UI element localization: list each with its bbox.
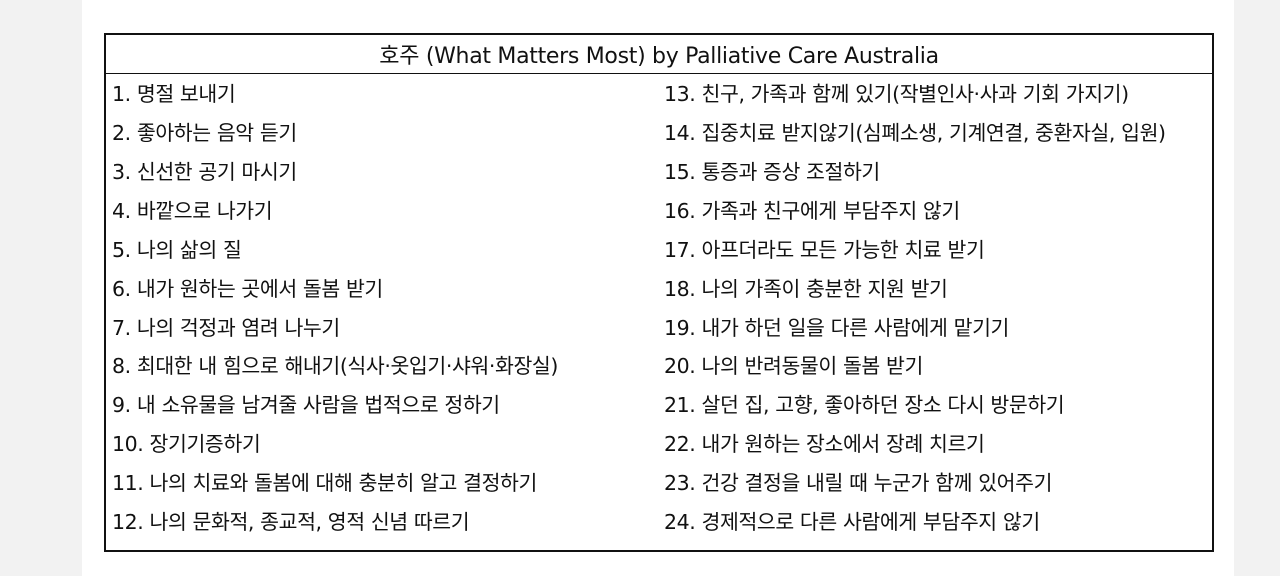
table-title: 호주 (What Matters Most) by Palliative Car… [106,35,1212,74]
list-item: 12. 나의 문화적, 종교적, 영적 신념 따르기 [112,510,470,535]
list-item: 14. 집중치료 받지않기(심폐소생, 기계연결, 중환자실, 입원) [664,120,1166,145]
list-item: 6. 내가 원하는 곳에서 돌봄 받기 [112,276,383,301]
list-item: 3. 신선한 공기 마시기 [112,159,297,184]
list-item: 9. 내 소유물을 남겨줄 사람을 법적으로 정하기 [112,393,500,418]
list-item: 8. 최대한 내 힘으로 해내기(식사·옷입기·샤워·화장실) [112,354,558,379]
list-item: 21. 살던 집, 고향, 좋아하던 장소 다시 방문하기 [664,393,1065,418]
list-item: 1. 명절 보내기 [112,82,236,106]
list-item: 10. 장기기증하기 [112,432,261,457]
list-item: 13. 친구, 가족과 함께 있기(작별인사·사과 기회 가지기) [664,82,1129,106]
list-item: 22. 내가 원하는 장소에서 장례 치르기 [664,432,985,457]
list-item: 17. 아프더라도 모든 가능한 치료 받기 [664,237,985,262]
list-item: 18. 나의 가족이 충분한 지원 받기 [664,276,948,301]
right-column: 13. 친구, 가족과 함께 있기(작별인사·사과 기회 가지기) 14. 집중… [662,82,1212,549]
list-item: 23. 건강 결정을 내릴 때 누군가 함께 있어주기 [664,471,1053,496]
left-column: 1. 명절 보내기 2. 좋아하는 음악 듣기 3. 신선한 공기 마시기 4.… [106,82,662,549]
list-item: 16. 가족과 친구에게 부담주지 않기 [664,198,960,223]
list-item: 19. 내가 하던 일을 다른 사람에게 맡기기 [664,315,1009,340]
list-item: 20. 나의 반려동물이 돌봄 받기 [664,354,923,379]
page-gutter-right [1234,0,1280,576]
list-item: 4. 바깥으로 나가기 [112,198,273,223]
page-gutter-left [0,0,82,576]
list-item: 5. 나의 삶의 질 [112,237,242,262]
list-item: 11. 나의 치료와 돌봄에 대해 충분히 알고 결정하기 [112,471,537,496]
list-item: 2. 좋아하는 음악 듣기 [112,120,297,145]
table-body: 1. 명절 보내기 2. 좋아하는 음악 듣기 3. 신선한 공기 마시기 4.… [106,74,1212,549]
list-item: 7. 나의 걱정과 염려 나누기 [112,315,340,340]
list-item: 15. 통증과 증상 조절하기 [664,159,880,184]
list-item: 24. 경제적으로 다른 사람에게 부담주지 않기 [664,510,1040,535]
what-matters-table: 호주 (What Matters Most) by Palliative Car… [104,33,1214,552]
